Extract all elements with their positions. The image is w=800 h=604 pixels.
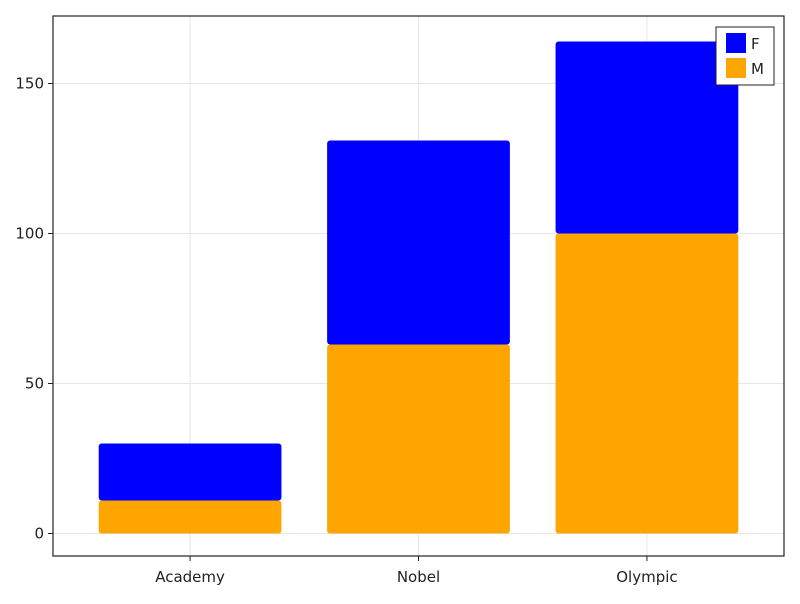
y-tick-label: 100 — [15, 225, 44, 243]
bar-f-academy — [98, 443, 282, 501]
legend-label-m: M — [751, 60, 764, 78]
legend-swatch-m — [726, 58, 746, 78]
legend-swatch-f — [726, 33, 746, 53]
y-tick-label: 150 — [15, 75, 44, 93]
legend: FM — [715, 26, 775, 86]
bars — [98, 41, 739, 534]
y-axis-ticks: 0 50 100 150 — [15, 75, 53, 543]
bar-m-nobel — [327, 344, 510, 534]
legend-label-f: F — [751, 35, 760, 53]
x-axis-ticks: Academy Nobel Olympic — [155, 556, 678, 586]
y-tick-label: 0 — [34, 525, 44, 543]
x-tick-label: Academy — [155, 568, 225, 586]
bar-f-nobel — [327, 140, 510, 345]
x-tick-label: Nobel — [397, 568, 440, 586]
bar-m-academy — [98, 500, 282, 534]
y-tick-label: 50 — [25, 375, 44, 393]
bar-m-olympic — [555, 233, 739, 534]
x-tick-label: Olympic — [616, 568, 677, 586]
bar-f-olympic — [555, 41, 739, 234]
